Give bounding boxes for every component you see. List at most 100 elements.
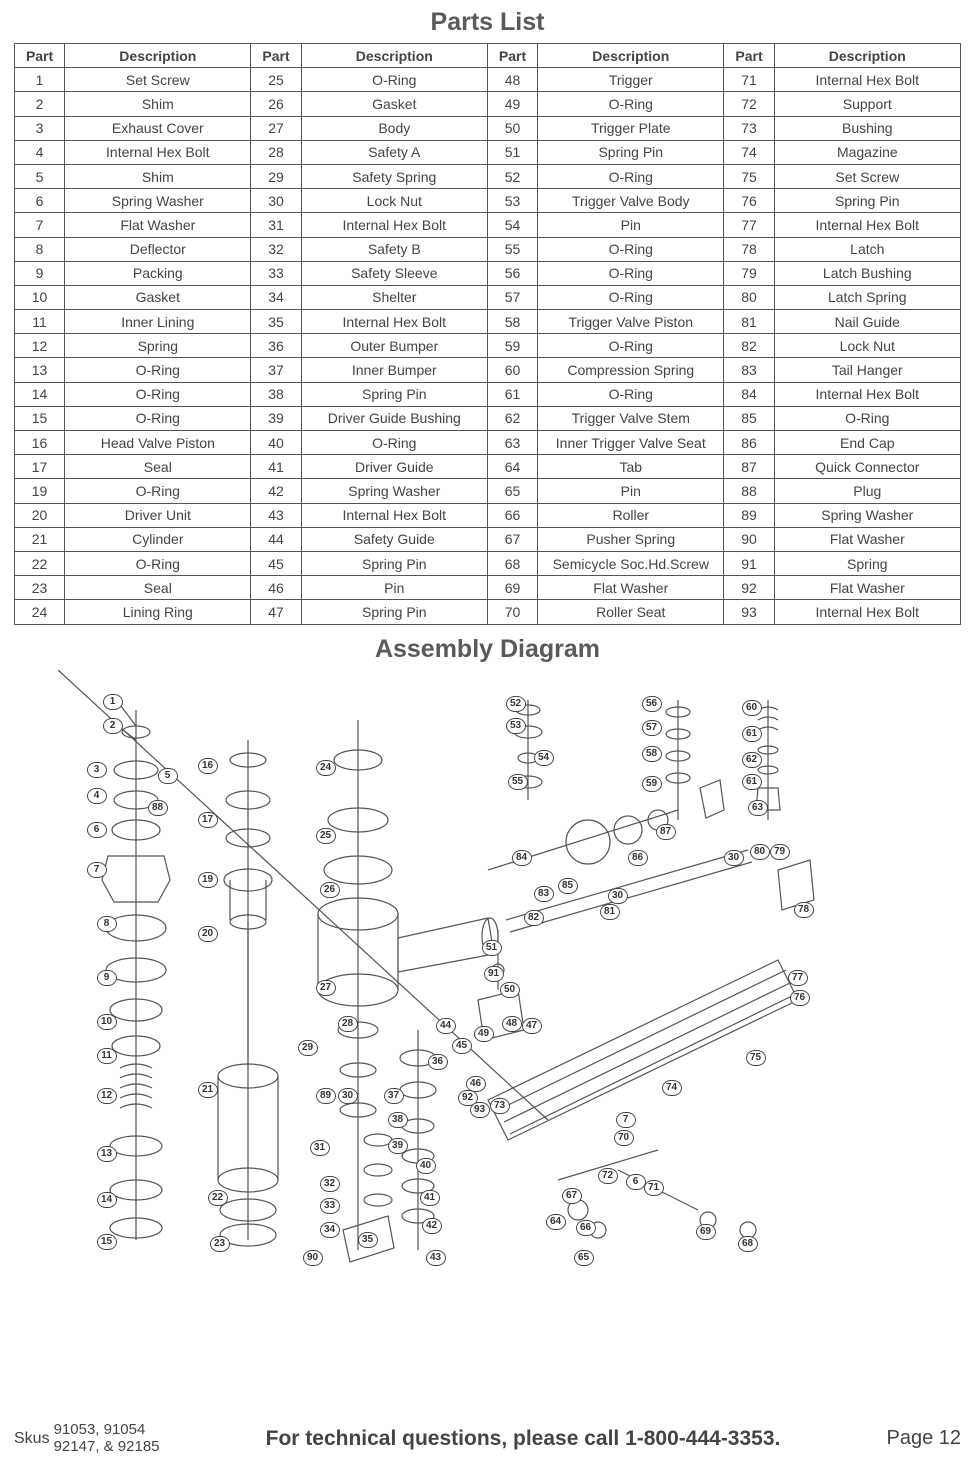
cell-description: Internal Hex Bolt: [301, 503, 487, 527]
diagram-callout: 49: [474, 1026, 494, 1042]
col-header-part: Part: [724, 44, 774, 68]
assembly-diagram-title: Assembly Diagram: [14, 635, 961, 664]
diagram-callout: 42: [422, 1218, 442, 1234]
exploded-view-svg: [58, 670, 918, 1340]
cell-description: Trigger Plate: [538, 116, 724, 140]
diagram-callout: 12: [97, 1088, 117, 1104]
diagram-callout: 61: [742, 726, 762, 742]
col-header-description: Description: [774, 44, 960, 68]
cell-part-number: 85: [724, 406, 774, 430]
cell-part-number: 53: [487, 189, 537, 213]
cell-part-number: 29: [251, 164, 301, 188]
cell-part-number: 54: [487, 213, 537, 237]
cell-description: Flat Washer: [538, 576, 724, 600]
cell-part-number: 7: [15, 213, 65, 237]
cell-part-number: 3: [15, 116, 65, 140]
cell-part-number: 23: [15, 576, 65, 600]
cell-part-number: 24: [15, 600, 65, 624]
parts-table-body: 1Set Screw25O-Ring48Trigger71Internal He…: [15, 68, 961, 624]
cell-description: Lock Nut: [774, 334, 960, 358]
diagram-callout: 9: [97, 970, 117, 986]
cell-part-number: 10: [15, 285, 65, 309]
diagram-callout: 13: [97, 1146, 117, 1162]
cell-part-number: 50: [487, 116, 537, 140]
cell-description: Bushing: [774, 116, 960, 140]
diagram-callout: 52: [506, 696, 526, 712]
cell-part-number: 35: [251, 310, 301, 334]
cell-description: O-Ring: [538, 92, 724, 116]
cell-description: Spring: [65, 334, 251, 358]
cell-description: Latch Bushing: [774, 261, 960, 285]
cell-description: Inner Lining: [65, 310, 251, 334]
table-row: 1Set Screw25O-Ring48Trigger71Internal He…: [15, 68, 961, 92]
cell-part-number: 44: [251, 527, 301, 551]
cell-description: Trigger Valve Body: [538, 189, 724, 213]
cell-part-number: 47: [251, 600, 301, 624]
cell-part-number: 45: [251, 551, 301, 575]
diagram-callout: 29: [298, 1040, 318, 1056]
diagram-callout: 75: [746, 1050, 766, 1066]
cell-part-number: 30: [251, 189, 301, 213]
skus-block: Skus 91053, 91054 92147, & 92185: [14, 1422, 160, 1455]
diagram-callout: 43: [426, 1250, 446, 1266]
cell-description: Nail Guide: [774, 310, 960, 334]
cell-part-number: 5: [15, 164, 65, 188]
cell-part-number: 4: [15, 140, 65, 164]
cell-part-number: 87: [724, 455, 774, 479]
diagram-callout: 91: [484, 966, 504, 982]
cell-part-number: 41: [251, 455, 301, 479]
table-row: 2Shim26Gasket49O-Ring72Support: [15, 92, 961, 116]
table-row: 4Internal Hex Bolt28Safety A51Spring Pin…: [15, 140, 961, 164]
diagram-callout: 93: [470, 1102, 490, 1118]
cell-part-number: 48: [487, 68, 537, 92]
cell-description: O-Ring: [774, 406, 960, 430]
diagram-callout: 67: [562, 1188, 582, 1204]
col-header-part: Part: [251, 44, 301, 68]
cell-description: Support: [774, 92, 960, 116]
diagram-callout: 33: [320, 1198, 340, 1214]
cell-description: Flat Washer: [774, 576, 960, 600]
diagram-callout: 51: [482, 940, 502, 956]
cell-description: Pin: [301, 576, 487, 600]
diagram-callout: 86: [628, 850, 648, 866]
diagram-callout: 64: [546, 1214, 566, 1230]
cell-part-number: 20: [15, 503, 65, 527]
cell-part-number: 60: [487, 358, 537, 382]
diagram-callout: 81: [600, 904, 620, 920]
cell-description: Seal: [65, 576, 251, 600]
diagram-callout: 15: [97, 1234, 117, 1250]
cell-part-number: 89: [724, 503, 774, 527]
cell-description: Pin: [538, 213, 724, 237]
cell-part-number: 70: [487, 600, 537, 624]
cell-description: Spring Pin: [301, 551, 487, 575]
diagram-callout: 47: [522, 1018, 542, 1034]
cell-part-number: 33: [251, 261, 301, 285]
diagram-callout: 20: [198, 926, 218, 942]
cell-part-number: 27: [251, 116, 301, 140]
diagram-callout: 59: [642, 776, 662, 792]
cell-description: Spring Washer: [774, 503, 960, 527]
cell-part-number: 11: [15, 310, 65, 334]
diagram-callout: 41: [420, 1190, 440, 1206]
cell-part-number: 37: [251, 358, 301, 382]
col-header-part: Part: [487, 44, 537, 68]
cell-description: Internal Hex Bolt: [301, 310, 487, 334]
cell-description: Plug: [774, 479, 960, 503]
cell-description: Spring Pin: [774, 189, 960, 213]
cell-part-number: 93: [724, 600, 774, 624]
cell-description: Latch: [774, 237, 960, 261]
cell-description: Latch Spring: [774, 285, 960, 309]
cell-description: Spring Washer: [301, 479, 487, 503]
skus-line-1: 91053, 91054: [54, 1421, 146, 1438]
cell-description: Safety Sleeve: [301, 261, 487, 285]
cell-part-number: 58: [487, 310, 537, 334]
cell-description: O-Ring: [65, 358, 251, 382]
cell-description: Shelter: [301, 285, 487, 309]
cell-part-number: 14: [15, 382, 65, 406]
table-row: 8Deflector32Safety B55O-Ring78Latch: [15, 237, 961, 261]
cell-part-number: 38: [251, 382, 301, 406]
diagram-callout: 68: [738, 1236, 758, 1252]
cell-part-number: 6: [15, 189, 65, 213]
table-row: 6Spring Washer30Lock Nut53Trigger Valve …: [15, 189, 961, 213]
diagram-callout: 3: [87, 762, 107, 778]
